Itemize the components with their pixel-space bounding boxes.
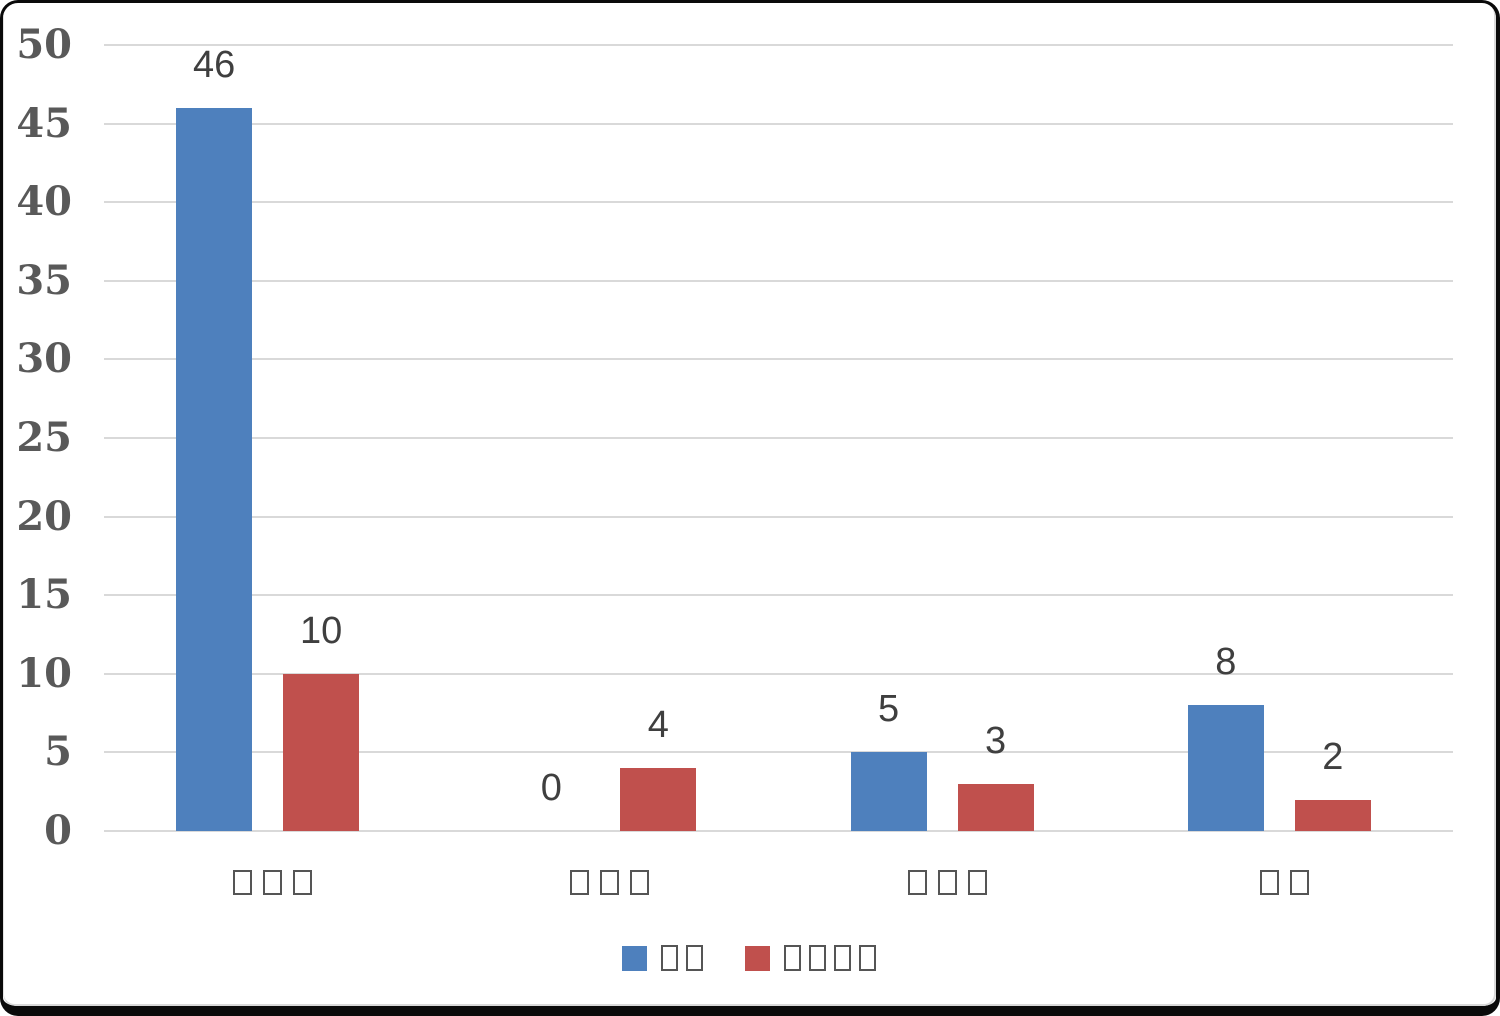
- legend-item: [622, 945, 703, 971]
- legend-swatch: [622, 945, 647, 971]
- missing-glyph-box: [293, 870, 313, 895]
- gridline: [104, 672, 1453, 675]
- missing-glyph-box: [661, 945, 678, 971]
- category-label: [450, 870, 770, 895]
- gridline: [104, 201, 1453, 204]
- bar-value-label: 0: [540, 767, 562, 809]
- bar-value-label: 2: [1322, 736, 1344, 778]
- legend: [4, 945, 1494, 971]
- y-tick-label: 30: [16, 335, 72, 383]
- missing-glyph-box: [600, 870, 620, 895]
- bar: [176, 108, 253, 831]
- legend-swatch: [745, 945, 770, 971]
- legend-item: [745, 945, 876, 971]
- missing-glyph-box: [967, 870, 987, 895]
- gridline: [104, 515, 1453, 518]
- missing-glyph-box: [263, 870, 283, 895]
- y-tick-label: 5: [44, 728, 72, 776]
- y-tick-label: 40: [16, 178, 72, 226]
- category-label: [787, 870, 1107, 895]
- missing-glyph-box: [630, 870, 650, 895]
- plot-root: 0 5 10 15 20 25 30 35 40 45 50 46 10 0 4 5 3 8 2: [4, 3, 1494, 1004]
- missing-glyph-box: [784, 945, 801, 971]
- y-tick-label: 10: [16, 649, 72, 697]
- gridline: [104, 830, 1453, 832]
- bar-value-label: 10: [299, 610, 343, 652]
- missing-glyph-box: [937, 870, 957, 895]
- y-tick-label: 20: [16, 492, 72, 540]
- gridline: [104, 279, 1453, 282]
- category-label: [113, 870, 433, 895]
- category-label: [1124, 870, 1444, 895]
- y-tick-label: 45: [16, 99, 72, 147]
- chart-area: 0 5 10 15 20 25 30 35 40 45 50 46 10 0 4 5 3 8 2: [3, 3, 1496, 1006]
- gridline: [104, 44, 1453, 46]
- y-tick-label: 15: [16, 571, 72, 619]
- bar-value-label: 4: [647, 704, 669, 746]
- missing-glyph-box: [907, 870, 927, 895]
- bar-value-label: 3: [985, 720, 1007, 762]
- bar: [1187, 705, 1264, 831]
- missing-glyph-box: [859, 945, 876, 971]
- bar: [1294, 800, 1371, 831]
- bar-value-label: 8: [1215, 641, 1237, 683]
- missing-glyph-box: [834, 945, 851, 971]
- missing-glyph-box: [1289, 870, 1309, 895]
- legend-label: [784, 945, 876, 971]
- missing-glyph-box: [570, 870, 590, 895]
- gridline: [104, 751, 1453, 754]
- bar: [957, 784, 1034, 831]
- gridline: [104, 358, 1453, 361]
- legend-label: [661, 945, 703, 971]
- bar-value-label: 5: [878, 688, 900, 730]
- y-tick-label: 50: [16, 21, 72, 68]
- missing-glyph-box: [1259, 870, 1279, 895]
- bar: [850, 752, 927, 831]
- y-tick-label: 35: [16, 256, 72, 304]
- missing-glyph-box: [809, 945, 826, 971]
- missing-glyph-box: [686, 945, 703, 971]
- gridline: [104, 122, 1453, 125]
- gridline: [104, 594, 1453, 597]
- bar: [620, 768, 697, 831]
- bar: [283, 674, 360, 831]
- y-tick-label: 0: [44, 807, 72, 854]
- bar-value-label: 46: [192, 44, 236, 86]
- y-tick-label: 25: [16, 414, 72, 461]
- missing-glyph-box: [233, 870, 253, 895]
- gridline: [104, 437, 1453, 439]
